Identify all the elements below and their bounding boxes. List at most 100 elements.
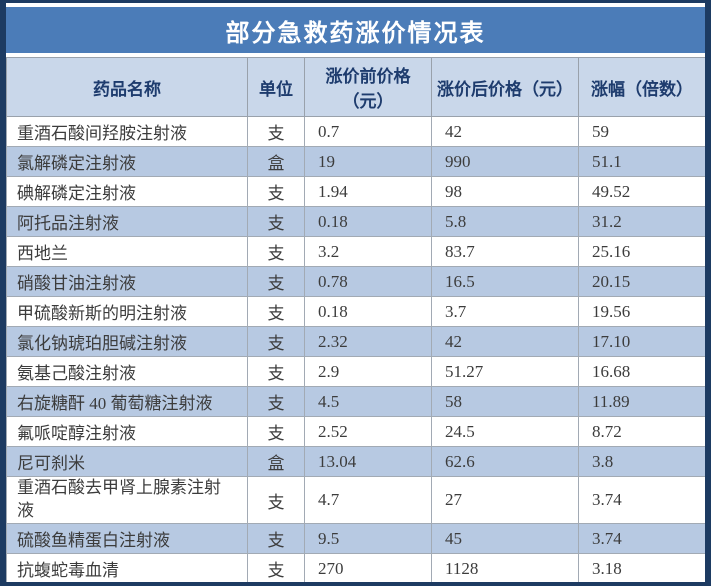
increase-multiple-cell: 20.15 <box>578 266 705 297</box>
price-after-cell: 5.8 <box>431 206 579 237</box>
col-header-price-before: 涨价前价格（元） <box>304 57 432 117</box>
drug-name-cell: 氯解磷定注射液 <box>6 146 248 177</box>
col-header-drug-name: 药品名称 <box>6 57 248 117</box>
increase-multiple-cell: 8.72 <box>578 416 705 447</box>
drug-name-cell: 碘解磷定注射液 <box>6 176 248 207</box>
unit-cell: 支 <box>247 553 305 582</box>
drug-name-cell: 尼可刹米 <box>6 446 248 477</box>
drug-name-cell: 重酒石酸去甲肾上腺素注射液 <box>6 476 248 524</box>
unit-cell: 支 <box>247 326 305 357</box>
unit-cell: 支 <box>247 116 305 147</box>
price-after-cell: 27 <box>431 476 579 524</box>
unit-cell: 支 <box>247 356 305 387</box>
increase-multiple-cell: 25.16 <box>578 236 705 267</box>
increase-multiple-cell: 11.89 <box>578 386 705 417</box>
table-row: 氨基己酸注射液 支 2.9 51.27 16.68 <box>6 356 705 387</box>
price-before-cell: 270 <box>304 553 432 582</box>
price-after-cell: 1128 <box>431 553 579 582</box>
price-before-cell: 4.5 <box>304 386 432 417</box>
price-before-cell: 13.04 <box>304 446 432 477</box>
table-row: 硫酸鱼精蛋白注射液 支 9.5 45 3.74 <box>6 523 705 554</box>
table-row: 氯解磷定注射液 盒 19 990 51.1 <box>6 146 705 177</box>
increase-multiple-cell: 19.56 <box>578 296 705 327</box>
drug-name-cell: 氟哌啶醇注射液 <box>6 416 248 447</box>
drug-name-cell: 硫酸鱼精蛋白注射液 <box>6 523 248 554</box>
drug-name-cell: 西地兰 <box>6 236 248 267</box>
header-row: 药品名称 单位 涨价前价格（元） 涨价后价格（元） 涨幅（倍数） <box>6 57 705 117</box>
price-after-cell: 58 <box>431 386 579 417</box>
table-row: 右旋糖酐 40 葡萄糖注射液 支 4.5 58 11.89 <box>6 386 705 417</box>
increase-multiple-cell: 3.74 <box>578 523 705 554</box>
price-after-cell: 42 <box>431 326 579 357</box>
increase-multiple-cell: 3.18 <box>578 553 705 582</box>
price-after-cell: 62.6 <box>431 446 579 477</box>
price-before-cell: 2.52 <box>304 416 432 447</box>
table-body: 重酒石酸间羟胺注射液 支 0.7 42 59 氯解磷定注射液 盒 19 990 … <box>6 116 705 582</box>
unit-cell: 支 <box>247 523 305 554</box>
price-before-cell: 0.7 <box>304 116 432 147</box>
increase-multiple-cell: 17.10 <box>578 326 705 357</box>
table-row: 重酒石酸去甲肾上腺素注射液 支 4.7 27 3.74 <box>6 476 705 524</box>
unit-cell: 盒 <box>247 146 305 177</box>
price-after-cell: 990 <box>431 146 579 177</box>
table-row: 硝酸甘油注射液 支 0.78 16.5 20.15 <box>6 266 705 297</box>
unit-cell: 支 <box>247 206 305 237</box>
col-header-increase-multiple: 涨幅（倍数） <box>578 57 705 117</box>
price-after-cell: 3.7 <box>431 296 579 327</box>
price-before-cell: 19 <box>304 146 432 177</box>
unit-cell: 支 <box>247 416 305 447</box>
table-row: 尼可刹米 盒 13.04 62.6 3.8 <box>6 446 705 477</box>
increase-multiple-cell: 31.2 <box>578 206 705 237</box>
drug-name-cell: 抗蝮蛇毒血清 <box>6 553 248 582</box>
price-before-cell: 1.94 <box>304 176 432 207</box>
price-before-cell: 2.9 <box>304 356 432 387</box>
price-before-cell: 2.32 <box>304 326 432 357</box>
unit-cell: 支 <box>247 266 305 297</box>
price-after-cell: 45 <box>431 523 579 554</box>
unit-cell: 盒 <box>247 446 305 477</box>
title-header-divider <box>6 53 705 57</box>
col-header-unit: 单位 <box>247 57 305 117</box>
increase-multiple-cell: 3.8 <box>578 446 705 477</box>
drug-name-cell: 硝酸甘油注射液 <box>6 266 248 297</box>
increase-multiple-cell: 3.74 <box>578 476 705 524</box>
price-after-cell: 51.27 <box>431 356 579 387</box>
price-before-cell: 0.78 <box>304 266 432 297</box>
drug-name-cell: 右旋糖酐 40 葡萄糖注射液 <box>6 386 248 417</box>
unit-cell: 支 <box>247 236 305 267</box>
price-before-cell: 9.5 <box>304 523 432 554</box>
drug-name-cell: 阿托品注射液 <box>6 206 248 237</box>
col-header-price-after: 涨价后价格（元） <box>431 57 579 117</box>
table-row: 氟哌啶醇注射液 支 2.52 24.5 8.72 <box>6 416 705 447</box>
table-row: 西地兰 支 3.2 83.7 25.16 <box>6 236 705 267</box>
price-after-cell: 98 <box>431 176 579 207</box>
price-after-cell: 83.7 <box>431 236 579 267</box>
increase-multiple-cell: 59 <box>578 116 705 147</box>
price-before-cell: 4.7 <box>304 476 432 524</box>
drug-name-cell: 重酒石酸间羟胺注射液 <box>6 116 248 147</box>
price-after-cell: 24.5 <box>431 416 579 447</box>
table-row: 氯化钠琥珀胆碱注射液 支 2.32 42 17.10 <box>6 326 705 357</box>
unit-cell: 支 <box>247 476 305 524</box>
drug-name-cell: 氯化钠琥珀胆碱注射液 <box>6 326 248 357</box>
table-row: 碘解磷定注射液 支 1.94 98 49.52 <box>6 176 705 207</box>
price-before-cell: 3.2 <box>304 236 432 267</box>
table-row: 重酒石酸间羟胺注射液 支 0.7 42 59 <box>6 116 705 147</box>
drug-price-table: 药品名称 单位 涨价前价格（元） 涨价后价格（元） 涨幅（倍数） 重酒石酸间羟胺… <box>6 57 705 582</box>
table-row: 甲硫酸新斯的明注射液 支 0.18 3.7 19.56 <box>6 296 705 327</box>
price-after-cell: 16.5 <box>431 266 579 297</box>
increase-multiple-cell: 49.52 <box>578 176 705 207</box>
table-title: 部分急救药涨价情况表 <box>6 7 705 53</box>
increase-multiple-cell: 16.68 <box>578 356 705 387</box>
unit-cell: 支 <box>247 386 305 417</box>
table-row: 抗蝮蛇毒血清 支 270 1128 3.18 <box>6 553 705 582</box>
increase-multiple-cell: 51.1 <box>578 146 705 177</box>
drug-name-cell: 甲硫酸新斯的明注射液 <box>6 296 248 327</box>
top-gap <box>6 3 705 7</box>
table-row: 阿托品注射液 支 0.18 5.8 31.2 <box>6 206 705 237</box>
price-before-cell: 0.18 <box>304 296 432 327</box>
drug-name-cell: 氨基己酸注射液 <box>6 356 248 387</box>
price-after-cell: 42 <box>431 116 579 147</box>
unit-cell: 支 <box>247 176 305 207</box>
